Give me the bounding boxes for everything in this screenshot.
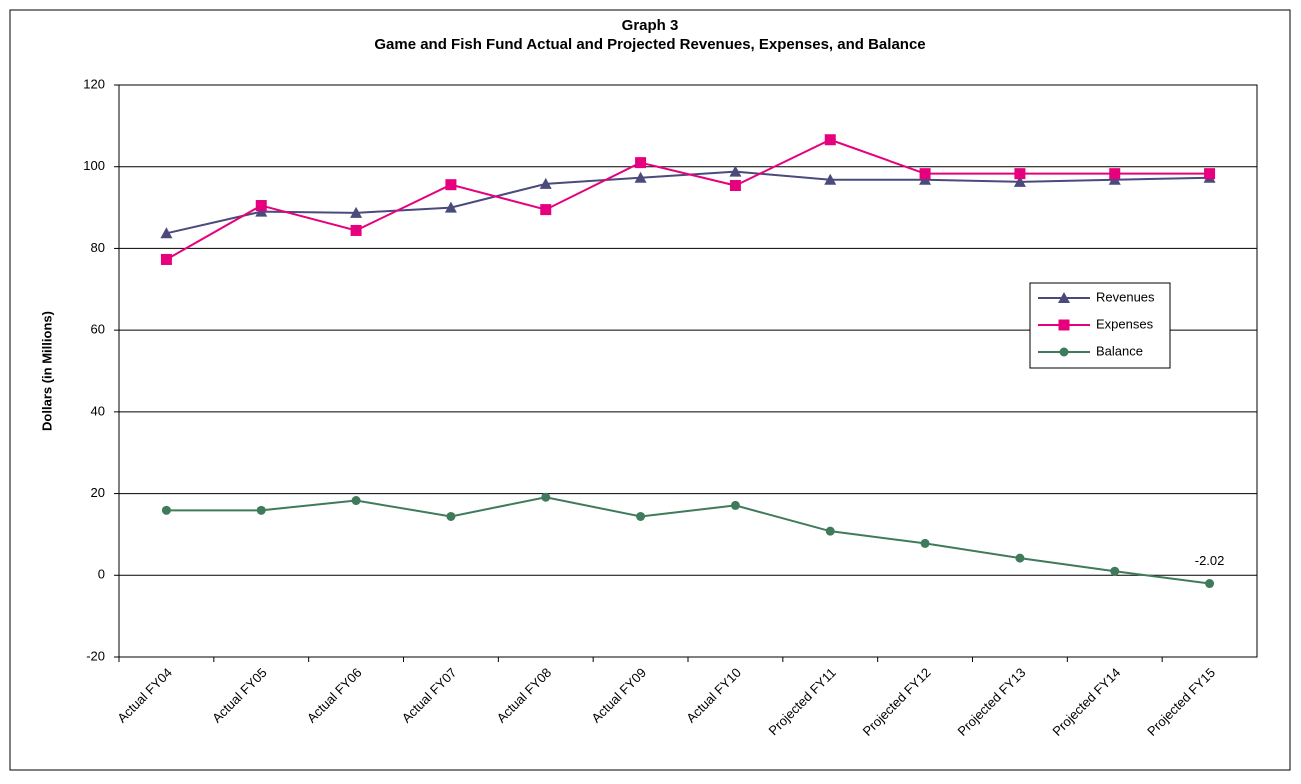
series-line [166,496,1210,585]
marker-square [824,134,836,146]
marker-triangle [1058,292,1070,303]
marker-square [350,224,362,236]
marker-circle [256,505,266,515]
y-tick-label: 40 [91,403,105,418]
legend-label: Expenses [1096,316,1154,331]
marker-circle [446,511,456,521]
chart-frame [9,9,1291,771]
marker-circle [1205,579,1215,589]
marker-triangle [255,205,268,217]
marker-triangle [1108,173,1121,185]
marker-triangle [444,201,457,213]
series-line [165,138,1210,261]
marker-square [445,179,457,191]
marker-square [919,168,931,180]
y-tick-label: 60 [91,322,105,337]
y-tick-label: 120 [83,76,105,91]
marker-circle [351,496,361,506]
chart-title: Graph 3 [622,17,679,34]
marker-square [1014,168,1026,180]
marker-circle [1015,553,1025,563]
legend-label: Balance [1096,343,1143,358]
marker-circle [541,492,551,502]
data-label: -2.02 [1195,553,1225,568]
marker-circle [1059,347,1069,357]
marker-triangle [160,227,173,239]
marker-circle [825,526,835,536]
marker-square [729,180,741,192]
marker-circle [730,500,740,510]
marker-square [1058,319,1070,331]
marker-triangle [919,173,932,185]
y-tick-label: 100 [83,158,105,173]
marker-square [160,253,172,265]
marker-circle [636,511,646,521]
marker-triangle [729,165,742,177]
marker-square [255,200,267,212]
marker-square [1204,168,1216,180]
y-tick-label: 0 [98,567,105,582]
marker-square [540,204,552,216]
marker-triangle [824,173,837,185]
marker-square [635,157,647,169]
chart-subtitle: Game and Fish Fund Actual and Projected … [374,36,925,53]
y-axis-label: Dollars (in Millions) [39,311,54,431]
marker-triangle [634,171,647,183]
y-tick-label: 80 [91,240,105,255]
y-tick-label: 20 [91,485,105,500]
y-tick-label: -20 [86,648,105,663]
marker-triangle [539,177,552,189]
marker-circle [1110,566,1120,576]
marker-triangle [350,206,363,218]
marker-circle [161,505,171,515]
marker-circle [920,538,930,548]
legend-label: Revenues [1096,289,1155,304]
marker-triangle [1013,175,1026,187]
marker-square [1109,168,1121,180]
